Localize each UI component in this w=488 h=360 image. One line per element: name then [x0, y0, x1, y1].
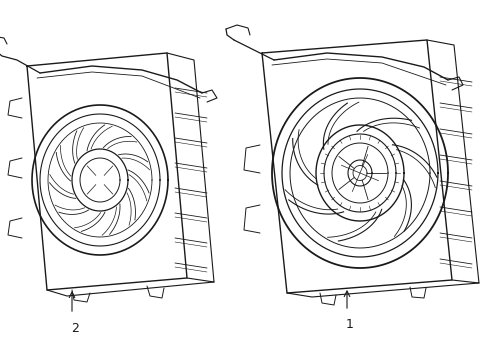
Text: 2: 2: [71, 321, 79, 334]
Text: 1: 1: [346, 319, 353, 332]
